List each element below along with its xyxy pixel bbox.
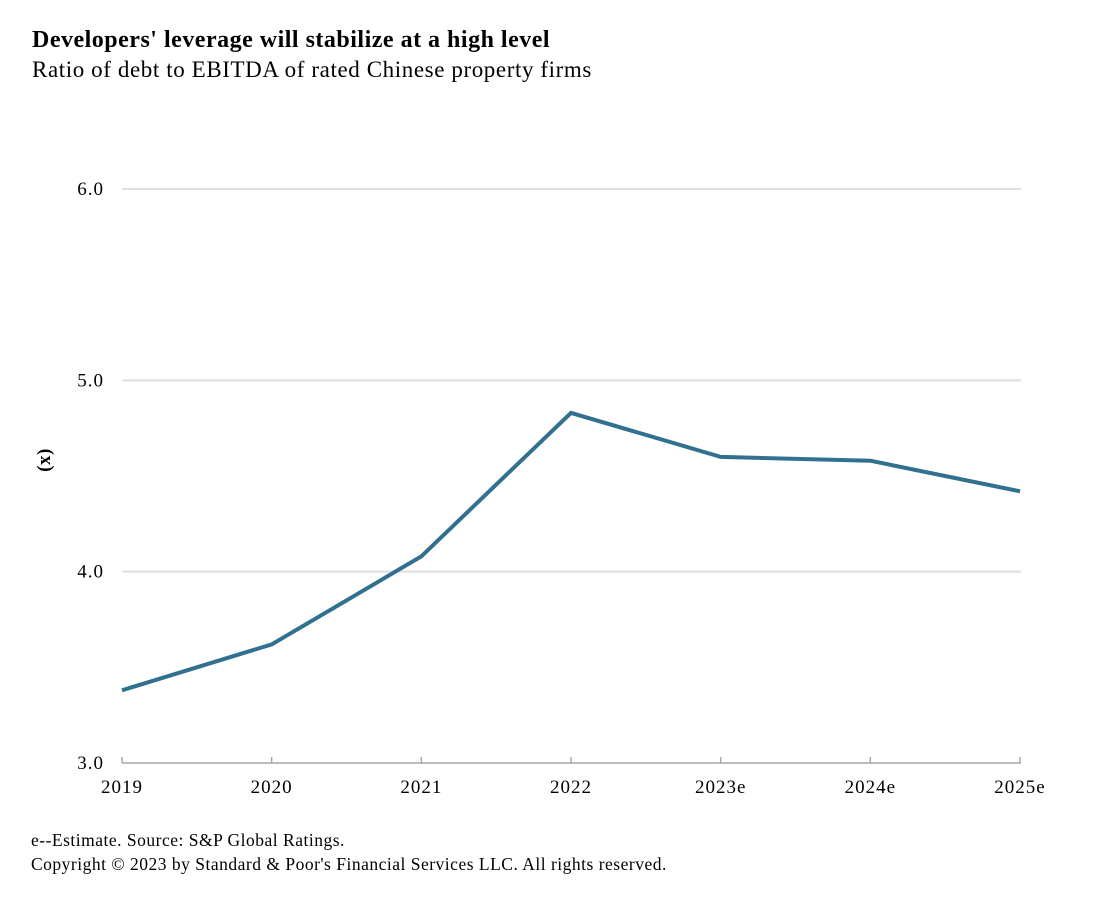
- chart-title: Developers' leverage will stabilize at a…: [32, 27, 551, 53]
- chart-subtitle: Ratio of debt to EBITDA of rated Chinese…: [32, 57, 592, 82]
- x-tick-label: 2020: [251, 777, 293, 798]
- x-tick-label: 2024e: [845, 777, 896, 798]
- y-tick-label: 5.0: [77, 370, 104, 391]
- x-tick-label: 2019: [101, 777, 143, 798]
- x-tick-label: 2025e: [994, 777, 1045, 798]
- copyright-notice: Copyright © 2023 by Standard & Poor's Fi…: [31, 854, 667, 874]
- x-tick-label: 2021: [400, 777, 442, 798]
- data-line-debt-to-ebitda: [121, 410, 1021, 693]
- x-tick-label: 2022: [550, 777, 592, 798]
- x-tick-label: 2023e: [695, 777, 746, 798]
- chart-footer: e--Estimate. Source: S&P Global Ratings.…: [31, 828, 667, 876]
- footnote-source: e--Estimate. Source: S&P Global Ratings.: [31, 830, 345, 850]
- y-tick-label: 4.0: [77, 562, 104, 583]
- y-tick-label: 6.0: [77, 179, 104, 200]
- y-tick-label: 3.0: [77, 753, 104, 774]
